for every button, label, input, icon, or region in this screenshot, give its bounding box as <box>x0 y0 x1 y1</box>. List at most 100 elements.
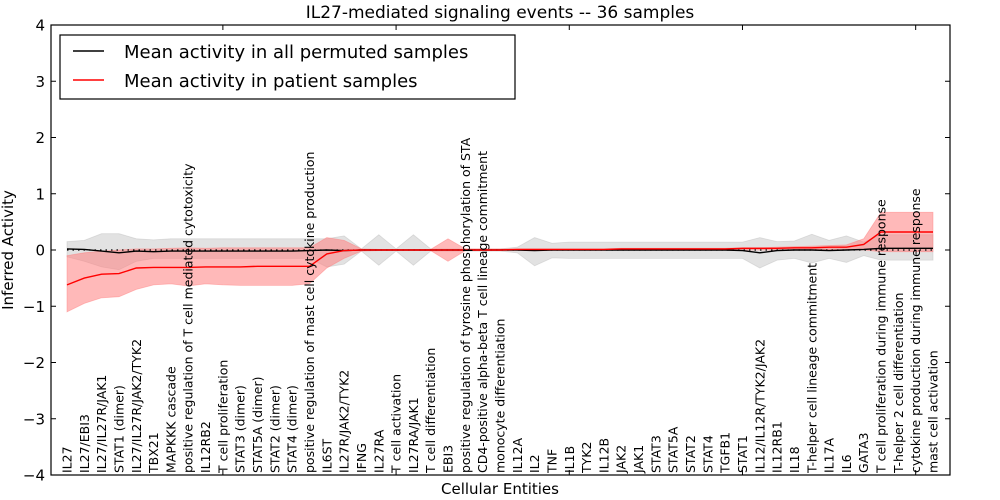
patient-point-17 <box>361 249 362 250</box>
patient-point-28 <box>551 249 552 250</box>
y-axis-label: Inferred Activity <box>0 190 17 310</box>
patient-point-8 <box>205 266 206 267</box>
patient-point-11 <box>257 266 258 267</box>
category-label-33: JAK1 <box>631 445 646 474</box>
patient-point-34 <box>655 248 656 249</box>
patient-point-19 <box>396 249 397 250</box>
category-label-17: IFNG <box>354 443 369 473</box>
permuted-point-42 <box>794 249 795 250</box>
permuted-point-43 <box>811 249 812 250</box>
permuted-point-40 <box>759 252 760 253</box>
category-label-10: STAT3 (dimer) <box>233 385 248 473</box>
category-label-5: TBX21 <box>146 432 161 474</box>
permuted-point-45 <box>846 249 847 250</box>
legend: Mean activity in all permuted samples Me… <box>59 34 516 100</box>
y-tick-label-1: −3 <box>23 410 45 428</box>
category-label-48: T-helper 2 cell differentiation <box>891 293 906 474</box>
category-label-28: TNF <box>545 449 560 474</box>
category-label-44: IL17A <box>822 437 837 473</box>
category-label-7: positive regulation of T cell mediated c… <box>181 163 196 473</box>
category-label-38: TGFB1 <box>718 432 733 474</box>
category-label-42: IL18 <box>787 446 802 473</box>
category-label-50: mast cell activation <box>926 350 941 473</box>
patient-point-46 <box>863 244 864 245</box>
patient-point-13 <box>292 266 293 267</box>
patient-point-38 <box>725 248 726 249</box>
x-axis-ticks <box>222 25 917 475</box>
permuted-point-1 <box>84 249 85 250</box>
category-label-37: STAT4 <box>700 435 715 473</box>
category-label-12: STAT2 (dimer) <box>267 385 282 473</box>
category-label-6: MAPKKK cascade <box>163 366 178 473</box>
category-label-35: STAT5A <box>666 426 681 473</box>
permuted-point-41 <box>777 250 778 251</box>
category-label-16: IL27R/JAK2/TYK2 <box>337 370 352 473</box>
permuted-point-4 <box>136 251 137 252</box>
patient-point-30 <box>586 249 587 250</box>
category-label-13: STAT4 (dimer) <box>285 385 300 473</box>
permuted-point-10 <box>240 251 241 252</box>
category-label-49: cytokine production during immune respon… <box>908 188 923 473</box>
category-label-9: T cell proliferation <box>215 360 230 474</box>
permuted-point-27 <box>534 250 535 251</box>
permuted-point-44 <box>829 250 830 251</box>
patient-point-27 <box>534 249 535 250</box>
category-label-40: IL12/IL12R/TYK2/JAK2 <box>752 339 767 473</box>
patient-point-21 <box>430 249 431 250</box>
patient-point-5 <box>153 267 154 268</box>
category-label-22: EBI3 <box>441 445 456 473</box>
category-label-30: TYK2 <box>579 442 594 474</box>
chart-title: IL27-mediated signaling events -- 36 sam… <box>306 3 695 23</box>
patient-point-36 <box>690 248 691 249</box>
patient-point-44 <box>829 247 830 248</box>
permuted-point-46 <box>863 249 864 250</box>
patient-point-18 <box>378 249 379 250</box>
permuted-point-39 <box>742 250 743 251</box>
patient-point-6 <box>170 267 171 268</box>
y-tick-label-7: 3 <box>35 73 45 91</box>
y-tick-label-6: 2 <box>35 129 45 147</box>
series-lines <box>66 231 933 286</box>
category-label-20: IL27RA/JAK1 <box>406 397 421 473</box>
category-labels: IL27 IL27/EBI3 IL27/IL27R/JAK1 STAT1 (dimer… <box>60 137 941 474</box>
category-label-8: IL12RB2 <box>198 421 213 473</box>
patient-point-2 <box>101 274 102 275</box>
category-label-29: IL1B <box>562 446 577 473</box>
y-tick-label-5: 1 <box>35 185 45 203</box>
category-label-3: STAT1 (dimer) <box>112 385 127 473</box>
category-label-23: positive regulation of tyrosine phosphor… <box>458 137 473 473</box>
category-label-18: IL27RA <box>371 429 386 473</box>
patient-point-43 <box>811 247 812 248</box>
category-label-24: CD4-positive alpha-beta T cell lineage c… <box>475 151 490 473</box>
legend-label-patient: Mean activity in patient samples <box>124 71 418 92</box>
legend-box <box>59 34 516 100</box>
category-label-46: GATA3 <box>856 433 871 473</box>
patient-point-40 <box>759 248 760 249</box>
y-tick-label-8: 4 <box>35 17 45 35</box>
patient-point-25 <box>499 249 500 250</box>
category-label-1: IL27/EBI3 <box>77 414 92 473</box>
category-label-39: STAT1 <box>735 435 750 473</box>
category-label-45: IL6 <box>839 454 854 473</box>
patient-point-15 <box>326 253 327 254</box>
category-label-11: STAT5A (dimer) <box>250 377 265 473</box>
patient-point-37 <box>707 248 708 249</box>
y-tick-label-4: 0 <box>35 242 45 260</box>
patient-point-20 <box>413 249 414 250</box>
category-label-14: positive regulation of mast cell cytokin… <box>302 152 317 473</box>
patient-point-22 <box>447 249 448 250</box>
permuted-point-9 <box>222 251 223 252</box>
category-label-27: IL2 <box>527 454 542 473</box>
category-label-2: IL27/IL27R/JAK1 <box>94 375 109 473</box>
category-label-34: STAT3 <box>648 435 663 473</box>
patient-point-45 <box>846 247 847 248</box>
category-label-26: IL12A <box>510 437 525 473</box>
permuted-point-13 <box>292 251 293 252</box>
patient-point-33 <box>638 248 639 249</box>
patient-point-29 <box>569 249 570 250</box>
permuted-point-11 <box>257 251 258 252</box>
patient-point-10 <box>240 266 241 267</box>
permuted-point-15 <box>326 249 327 250</box>
patient-point-9 <box>222 266 223 267</box>
